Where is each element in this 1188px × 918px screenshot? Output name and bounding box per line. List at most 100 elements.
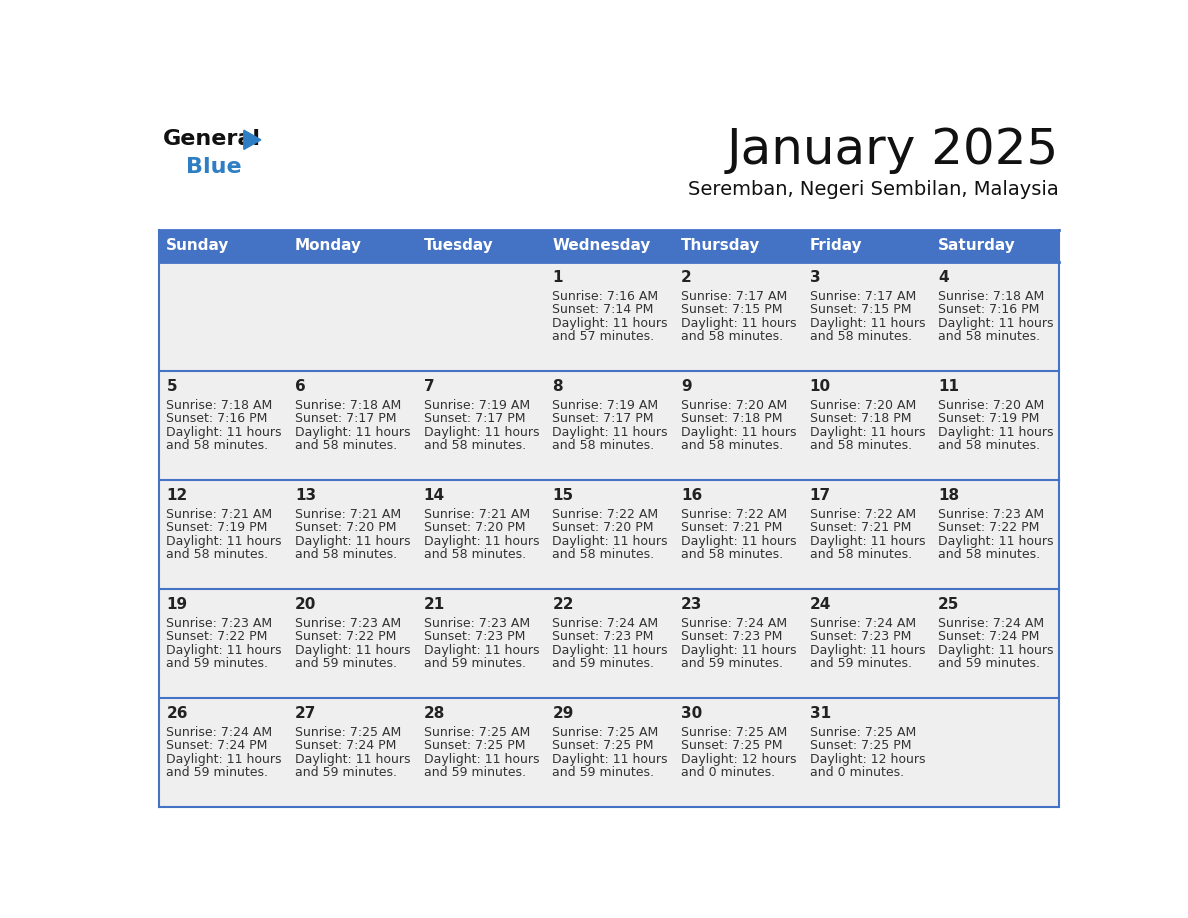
Text: Sunrise: 7:25 AM: Sunrise: 7:25 AM xyxy=(424,726,530,739)
Text: and 58 minutes.: and 58 minutes. xyxy=(809,330,911,343)
Text: Daylight: 12 hours: Daylight: 12 hours xyxy=(681,753,796,766)
Text: Sunset: 7:25 PM: Sunset: 7:25 PM xyxy=(681,739,783,752)
Text: 21: 21 xyxy=(424,597,444,611)
Text: Monday: Monday xyxy=(295,238,362,253)
Text: Sunset: 7:25 PM: Sunset: 7:25 PM xyxy=(552,739,653,752)
Text: Sunset: 7:14 PM: Sunset: 7:14 PM xyxy=(552,303,653,316)
Text: Sunset: 7:17 PM: Sunset: 7:17 PM xyxy=(295,412,397,425)
Text: 17: 17 xyxy=(809,487,830,503)
Text: Sunrise: 7:17 AM: Sunrise: 7:17 AM xyxy=(809,289,916,303)
Text: 9: 9 xyxy=(681,378,691,394)
Text: Daylight: 11 hours: Daylight: 11 hours xyxy=(809,426,925,439)
Text: and 58 minutes.: and 58 minutes. xyxy=(424,439,526,452)
Text: Sunset: 7:20 PM: Sunset: 7:20 PM xyxy=(295,521,397,534)
Text: and 57 minutes.: and 57 minutes. xyxy=(552,330,655,343)
Text: Daylight: 11 hours: Daylight: 11 hours xyxy=(166,644,282,656)
Text: Sunrise: 7:24 AM: Sunrise: 7:24 AM xyxy=(939,617,1044,630)
Text: 15: 15 xyxy=(552,487,574,503)
Text: General: General xyxy=(163,129,260,150)
Text: 28: 28 xyxy=(424,706,446,721)
Text: Sunset: 7:15 PM: Sunset: 7:15 PM xyxy=(809,303,911,316)
Text: 25: 25 xyxy=(939,597,960,611)
Text: Sunrise: 7:21 AM: Sunrise: 7:21 AM xyxy=(295,508,402,521)
Text: Daylight: 11 hours: Daylight: 11 hours xyxy=(552,644,668,656)
Text: Daylight: 12 hours: Daylight: 12 hours xyxy=(809,753,925,766)
Text: 6: 6 xyxy=(295,378,305,394)
Text: Sunrise: 7:22 AM: Sunrise: 7:22 AM xyxy=(681,508,786,521)
Text: Sunrise: 7:21 AM: Sunrise: 7:21 AM xyxy=(424,508,530,521)
Text: Daylight: 11 hours: Daylight: 11 hours xyxy=(166,534,282,547)
Text: Daylight: 11 hours: Daylight: 11 hours xyxy=(424,644,539,656)
Text: Tuesday: Tuesday xyxy=(424,238,493,253)
Text: 5: 5 xyxy=(166,378,177,394)
Text: Sunset: 7:22 PM: Sunset: 7:22 PM xyxy=(166,630,267,644)
Text: 27: 27 xyxy=(295,706,316,721)
Text: Daylight: 11 hours: Daylight: 11 hours xyxy=(424,426,539,439)
Text: Sunrise: 7:23 AM: Sunrise: 7:23 AM xyxy=(424,617,530,630)
Text: 18: 18 xyxy=(939,487,960,503)
Text: and 58 minutes.: and 58 minutes. xyxy=(681,330,783,343)
Text: Sunrise: 7:25 AM: Sunrise: 7:25 AM xyxy=(681,726,788,739)
Text: Sunset: 7:21 PM: Sunset: 7:21 PM xyxy=(809,521,911,534)
Text: Saturday: Saturday xyxy=(939,238,1016,253)
Text: Daylight: 11 hours: Daylight: 11 hours xyxy=(939,317,1054,330)
Text: Sunset: 7:22 PM: Sunset: 7:22 PM xyxy=(939,521,1040,534)
Text: 4: 4 xyxy=(939,270,949,285)
Text: 2: 2 xyxy=(681,270,691,285)
Text: Sunset: 7:24 PM: Sunset: 7:24 PM xyxy=(295,739,397,752)
Text: and 59 minutes.: and 59 minutes. xyxy=(552,657,655,670)
Text: Sunrise: 7:20 AM: Sunrise: 7:20 AM xyxy=(809,398,916,411)
Text: and 58 minutes.: and 58 minutes. xyxy=(424,548,526,561)
Text: and 58 minutes.: and 58 minutes. xyxy=(552,439,655,452)
Text: Sunset: 7:21 PM: Sunset: 7:21 PM xyxy=(681,521,783,534)
Text: and 58 minutes.: and 58 minutes. xyxy=(166,548,268,561)
Text: and 58 minutes.: and 58 minutes. xyxy=(681,439,783,452)
Text: and 58 minutes.: and 58 minutes. xyxy=(939,548,1041,561)
Text: Sunrise: 7:25 AM: Sunrise: 7:25 AM xyxy=(809,726,916,739)
Text: and 58 minutes.: and 58 minutes. xyxy=(295,548,397,561)
Text: 19: 19 xyxy=(166,597,188,611)
Text: Daylight: 11 hours: Daylight: 11 hours xyxy=(939,534,1054,547)
Text: Sunset: 7:25 PM: Sunset: 7:25 PM xyxy=(809,739,911,752)
Text: Sunday: Sunday xyxy=(166,238,229,253)
Text: 11: 11 xyxy=(939,378,959,394)
Text: and 59 minutes.: and 59 minutes. xyxy=(939,657,1041,670)
Text: Daylight: 11 hours: Daylight: 11 hours xyxy=(552,534,668,547)
Text: Sunset: 7:23 PM: Sunset: 7:23 PM xyxy=(552,630,653,644)
Text: Sunrise: 7:25 AM: Sunrise: 7:25 AM xyxy=(295,726,402,739)
Text: 13: 13 xyxy=(295,487,316,503)
Text: 1: 1 xyxy=(552,270,563,285)
Text: Daylight: 11 hours: Daylight: 11 hours xyxy=(166,753,282,766)
Text: Daylight: 11 hours: Daylight: 11 hours xyxy=(295,534,411,547)
Text: Sunrise: 7:20 AM: Sunrise: 7:20 AM xyxy=(681,398,788,411)
Text: Sunrise: 7:18 AM: Sunrise: 7:18 AM xyxy=(295,398,402,411)
Text: 14: 14 xyxy=(424,487,444,503)
Bar xyxy=(287,230,416,262)
Text: Sunset: 7:24 PM: Sunset: 7:24 PM xyxy=(166,739,267,752)
Text: Daylight: 11 hours: Daylight: 11 hours xyxy=(809,534,925,547)
Text: Sunrise: 7:24 AM: Sunrise: 7:24 AM xyxy=(166,726,272,739)
Text: Daylight: 11 hours: Daylight: 11 hours xyxy=(809,644,925,656)
Text: and 58 minutes.: and 58 minutes. xyxy=(939,439,1041,452)
Text: and 58 minutes.: and 58 minutes. xyxy=(295,439,397,452)
Text: Sunset: 7:18 PM: Sunset: 7:18 PM xyxy=(681,412,783,425)
Text: and 58 minutes.: and 58 minutes. xyxy=(809,439,911,452)
Text: and 59 minutes.: and 59 minutes. xyxy=(681,657,783,670)
Text: 30: 30 xyxy=(681,706,702,721)
Text: Sunset: 7:16 PM: Sunset: 7:16 PM xyxy=(939,303,1040,316)
Text: Daylight: 11 hours: Daylight: 11 hours xyxy=(681,317,796,330)
Text: Sunrise: 7:24 AM: Sunrise: 7:24 AM xyxy=(552,617,658,630)
Text: Daylight: 11 hours: Daylight: 11 hours xyxy=(681,426,796,439)
Text: Sunrise: 7:22 AM: Sunrise: 7:22 AM xyxy=(552,508,658,521)
Text: Sunset: 7:22 PM: Sunset: 7:22 PM xyxy=(295,630,397,644)
Text: Friday: Friday xyxy=(809,238,862,253)
Text: and 59 minutes.: and 59 minutes. xyxy=(809,657,911,670)
Bar xyxy=(544,230,674,262)
Text: and 59 minutes.: and 59 minutes. xyxy=(552,767,655,779)
Text: Sunset: 7:17 PM: Sunset: 7:17 PM xyxy=(424,412,525,425)
Text: Sunrise: 7:22 AM: Sunrise: 7:22 AM xyxy=(809,508,916,521)
Text: Sunrise: 7:23 AM: Sunrise: 7:23 AM xyxy=(166,617,272,630)
Text: Daylight: 11 hours: Daylight: 11 hours xyxy=(552,426,668,439)
Text: Daylight: 11 hours: Daylight: 11 hours xyxy=(681,644,796,656)
Text: Sunrise: 7:23 AM: Sunrise: 7:23 AM xyxy=(939,508,1044,521)
